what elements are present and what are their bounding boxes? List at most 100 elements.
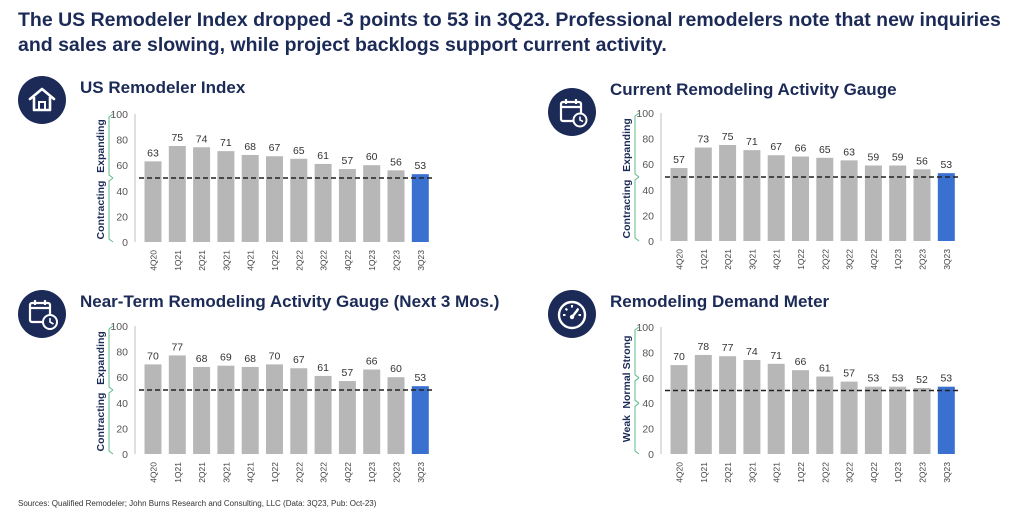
data-label: 53 (414, 372, 426, 384)
zone-label: Contracting (621, 180, 633, 239)
y-tick-label: 80 (642, 347, 654, 359)
bar-3q23 (937, 173, 955, 241)
bar-2q23 (913, 387, 931, 454)
speedometer-icon (548, 290, 596, 338)
x-tick-label: 2Q21 (197, 462, 207, 483)
x-tick-label: 2Q22 (294, 462, 304, 483)
zone-bracket (634, 377, 640, 404)
zone-label: Expanding (95, 119, 107, 173)
y-tick-label: 60 (642, 373, 654, 385)
x-tick-label: 1Q22 (270, 250, 280, 271)
bar-3q22 (314, 375, 332, 454)
bar-3q23 (411, 386, 429, 454)
x-tick-label: 2Q21 (723, 462, 733, 483)
bar-3q22 (840, 160, 858, 241)
y-tick-label: 60 (116, 372, 128, 384)
y-tick-label: 100 (110, 109, 128, 121)
bar-1q23 (889, 165, 907, 241)
zone-bracket (108, 113, 114, 179)
bar-1q23 (363, 369, 381, 454)
panel-current-activity-gauge: Current Remodeling Activity Gauge 0 20 40 6… (548, 78, 1024, 288)
bar-4q22 (338, 381, 356, 454)
y-tick-label: 100 (636, 322, 654, 334)
x-tick-label: 1Q22 (796, 249, 806, 270)
bar-2q21 (719, 145, 737, 241)
headline: The US Remodeler Index dropped -3 points… (18, 9, 1001, 56)
data-label: 73 (697, 134, 709, 146)
x-tick-label: 2Q23 (392, 462, 402, 483)
y-tick-label: 20 (642, 424, 654, 436)
data-label: 74 (196, 133, 208, 145)
x-tick-label: 3Q21 (221, 250, 231, 271)
data-label: 61 (819, 363, 831, 375)
bar-1q23 (363, 165, 381, 242)
x-tick-label: 2Q22 (820, 249, 830, 270)
zone-bracket (634, 402, 640, 455)
zone-label: Contracting (95, 181, 107, 240)
data-label: 53 (868, 373, 880, 385)
data-label: 75 (722, 131, 734, 143)
y-tick-label: 40 (116, 186, 128, 198)
bar-1q21 (168, 146, 186, 242)
x-tick-label: 2Q23 (918, 249, 928, 270)
x-tick-label: 4Q21 (772, 462, 782, 483)
panel-title: Near-Term Remodeling Activity Gauge (Nex… (80, 292, 500, 311)
bar-1q22 (266, 156, 283, 242)
bar-3q23 (411, 174, 429, 242)
y-tick-label: 0 (648, 449, 654, 461)
x-tick-label: 2Q23 (918, 462, 928, 483)
x-tick-label: 4Q20 (149, 462, 159, 483)
bar-3q21 (743, 360, 761, 454)
zone-bracket (108, 389, 114, 455)
zone-bracket (108, 177, 114, 243)
bar-4q20 (144, 161, 162, 242)
x-tick-label: 2Q21 (723, 249, 733, 270)
bar-1q22 (266, 364, 283, 454)
bar-2q22 (290, 368, 308, 454)
data-label: 74 (746, 346, 758, 358)
bar-2q21 (193, 147, 211, 242)
data-label: 59 (892, 151, 904, 163)
data-label: 61 (317, 362, 329, 374)
x-tick-label: 4Q20 (149, 250, 159, 271)
y-tick-label: 80 (116, 135, 128, 147)
panel-title: Current Remodeling Activity Gauge (610, 80, 897, 99)
bar-4q22 (338, 169, 356, 242)
x-tick-label: 3Q21 (221, 462, 231, 483)
bar-4q22 (864, 386, 882, 454)
x-tick-label: 2Q21 (197, 250, 207, 271)
x-tick-label: 4Q22 (869, 462, 879, 483)
bar-1q21 (168, 355, 186, 454)
bar-2q22 (816, 376, 834, 454)
bar-1q23 (889, 386, 907, 454)
calendar-clock-icon (548, 88, 596, 136)
x-tick-label: 4Q22 (343, 462, 353, 483)
bar-1q21 (694, 147, 712, 241)
data-label: 53 (940, 159, 952, 171)
x-tick-label: 1Q23 (367, 462, 377, 483)
bar-2q22 (290, 158, 308, 242)
x-tick-label: 1Q22 (796, 462, 806, 483)
x-tick-label: 2Q23 (392, 250, 402, 271)
data-label: 67 (269, 142, 281, 154)
bar-3q23 (937, 386, 955, 454)
bar-3q22 (314, 163, 332, 242)
data-label: 66 (795, 143, 807, 155)
y-tick-label: 80 (116, 347, 128, 359)
data-label: 77 (722, 342, 734, 354)
house-icon (18, 76, 66, 124)
x-tick-label: 3Q23 (942, 462, 952, 483)
zone-bracket (634, 112, 640, 178)
data-label: 61 (317, 150, 329, 162)
y-tick-label: 40 (642, 398, 654, 410)
zone-label: Contracting (95, 393, 107, 452)
x-tick-label: 2Q22 (294, 250, 304, 271)
data-label: 53 (892, 373, 904, 385)
data-label: 71 (220, 137, 232, 149)
data-label: 67 (293, 354, 305, 366)
data-label: 60 (366, 151, 378, 163)
data-label: 57 (342, 155, 354, 167)
data-label: 75 (171, 132, 183, 144)
zone-bracket (108, 325, 114, 391)
